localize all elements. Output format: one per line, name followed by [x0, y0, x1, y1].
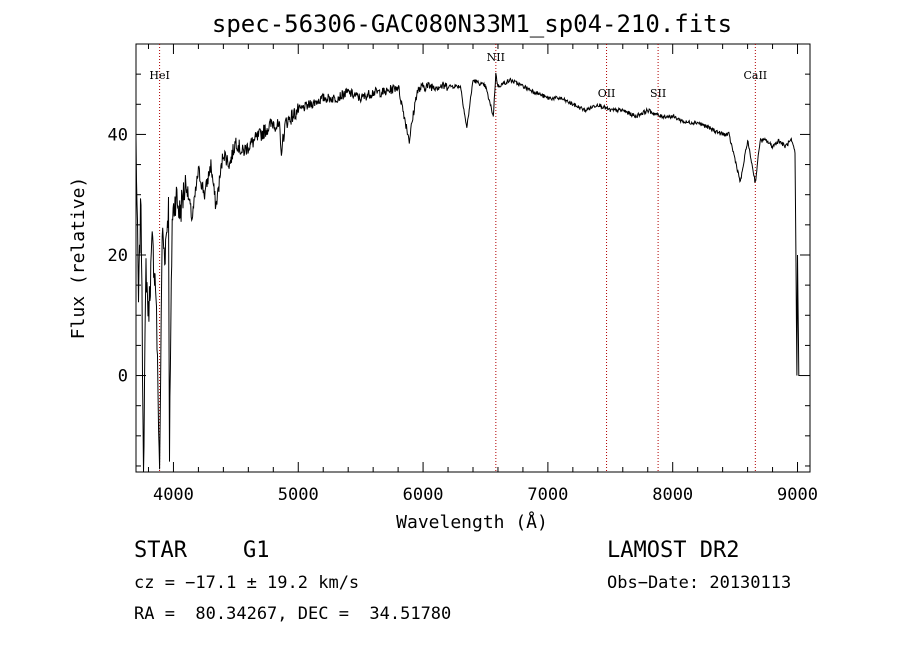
chart-title: spec-56306-GAC080N33M1_sp04-210.fits [212, 10, 732, 38]
x-axis-label: Wavelength (Å) [396, 511, 548, 533]
spectral-line-label: SII [650, 87, 666, 100]
plot-frame [135, 43, 811, 473]
survey-name: LAMOST DR2 [607, 538, 740, 563]
spectral-line-label: NII [487, 51, 505, 64]
spectral-lines: HeI NII OII SII CaII [149, 44, 767, 472]
axis-ticks [136, 43, 810, 472]
spectral-line-label: OII [598, 87, 616, 100]
spectral-line-label: CaII [743, 69, 767, 82]
x-tick-label: 9000 [777, 485, 818, 505]
x-tick-label: 4000 [153, 485, 194, 505]
y-tick-labels: 0 20 40 [108, 125, 128, 386]
flux-series-line [135, 72, 800, 473]
y-tick-label: 20 [108, 246, 128, 266]
object-class: STAR [134, 538, 187, 563]
x-tick-label: 8000 [652, 485, 693, 505]
y-tick-label: 40 [108, 125, 128, 145]
x-tick-label: 7000 [527, 485, 568, 505]
x-tick-label: 5000 [278, 485, 319, 505]
x-tick-labels: 4000 5000 6000 7000 8000 9000 [153, 485, 818, 505]
redshift-cz: cz = −17.1 ± 19.2 km/s [134, 573, 360, 593]
y-tick-label: 0 [118, 367, 128, 387]
spectral-line-label: HeI [149, 69, 169, 82]
x-tick-label: 6000 [403, 485, 444, 505]
object-subclass: G1 [243, 538, 270, 563]
y-axis-label: Flux (relative) [68, 177, 89, 340]
coordinates: RA = 80.34267, DEC = 34.51780 [134, 604, 452, 624]
observation-date: Obs−Date: 20130113 [607, 573, 792, 593]
